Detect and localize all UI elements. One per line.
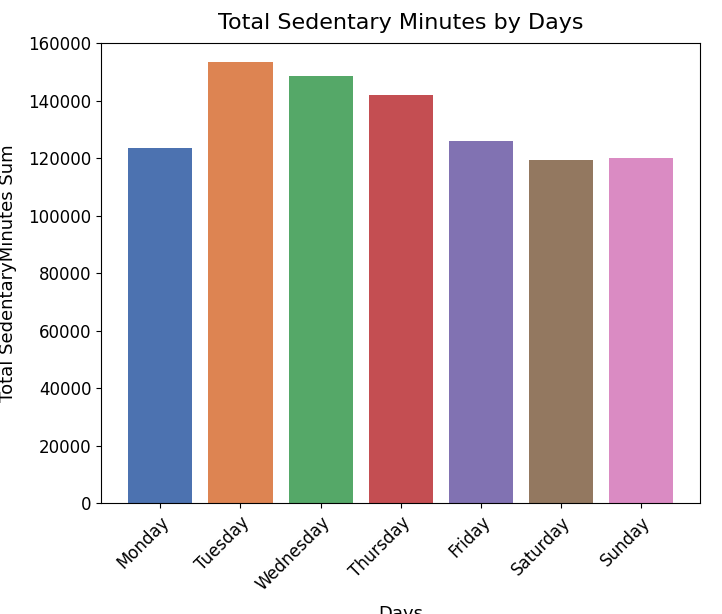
X-axis label: Days: Days bbox=[378, 605, 423, 614]
Bar bbox=[609, 158, 673, 503]
Bar bbox=[129, 148, 192, 503]
Bar bbox=[369, 95, 432, 503]
Bar bbox=[449, 141, 513, 503]
Bar bbox=[529, 160, 593, 503]
Y-axis label: Total SedentaryMinutes Sum: Total SedentaryMinutes Sum bbox=[0, 144, 17, 402]
Title: Total Sedentary Minutes by Days: Total Sedentary Minutes by Days bbox=[218, 13, 583, 33]
Bar bbox=[209, 61, 272, 503]
Bar bbox=[289, 76, 352, 503]
